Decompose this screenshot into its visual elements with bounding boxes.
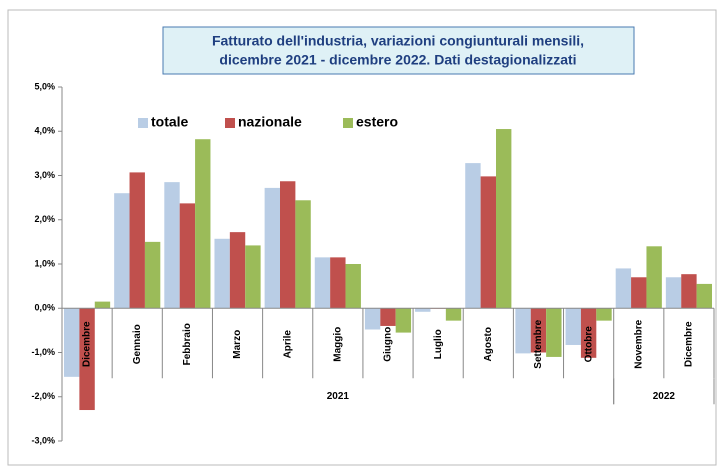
x-tick-label: Aprile: [282, 330, 293, 359]
group-label: 2021: [327, 391, 350, 402]
bar: [496, 129, 512, 309]
bar: [615, 268, 632, 309]
y-tick-label: 2,0%: [34, 214, 55, 224]
y-tick-label: 1,0%: [34, 258, 55, 268]
bar: [415, 308, 431, 312]
bar: [214, 238, 230, 309]
legend-label: estero: [356, 114, 398, 130]
bar: [345, 264, 361, 309]
x-tick-label: Agosto: [483, 327, 494, 361]
group-label: 2022: [653, 391, 676, 402]
bar: [94, 301, 111, 309]
bar: [515, 308, 531, 354]
bar: [364, 308, 381, 330]
legend-swatch: [138, 118, 148, 128]
bar: [144, 241, 161, 309]
bar: [530, 308, 547, 353]
bar: [480, 176, 496, 309]
bar: [380, 308, 396, 326]
y-tick-label: 4,0%: [34, 126, 55, 136]
title-box: [162, 26, 635, 75]
bar: [596, 308, 612, 321]
legend-swatch: [343, 118, 353, 128]
legend-label: nazionale: [238, 114, 302, 130]
bar: [395, 308, 412, 333]
bar: [179, 203, 196, 309]
x-tick-label: Ottobre: [583, 326, 594, 363]
y-tick-label: -2,0%: [31, 391, 55, 401]
bar: [129, 172, 145, 309]
bar: [330, 257, 346, 309]
x-tick-label: Gennaio: [132, 324, 143, 364]
bar: [580, 308, 597, 358]
x-tick-label: Dicembre: [684, 321, 695, 367]
y-tick-label: 3,0%: [34, 170, 55, 180]
bar: [64, 308, 80, 377]
bar: [79, 308, 95, 411]
bar: [681, 274, 697, 309]
y-tick-label: 5,0%: [34, 81, 55, 91]
bar: [114, 193, 130, 309]
x-tick-label: Marzo: [232, 330, 243, 359]
bar: [696, 283, 712, 309]
bar: [229, 232, 246, 309]
bar: [195, 139, 211, 309]
chart-title: Fatturato dell'industria, variazioni con…: [212, 33, 584, 49]
x-tick-label: Settembre: [533, 319, 544, 368]
bar: [245, 245, 261, 309]
bar: [631, 277, 647, 309]
bar: [565, 308, 581, 345]
bar: [280, 181, 296, 309]
bar: [264, 187, 280, 309]
x-tick-label: Novembre: [633, 319, 644, 368]
x-tick-label: Luglio: [433, 329, 444, 359]
bar: [164, 182, 180, 309]
chart-title: dicembre 2021 - dicembre 2022. Dati dest…: [219, 52, 576, 68]
bar: [665, 277, 682, 309]
bar: [546, 308, 562, 357]
x-tick-label: Febbraio: [182, 323, 193, 365]
bar: [314, 257, 331, 309]
y-tick-label: -1,0%: [31, 347, 55, 357]
bar: [465, 163, 481, 309]
x-tick-label: Maggio: [332, 327, 343, 362]
bar: [646, 246, 662, 309]
x-tick-label: Dicembre: [82, 321, 93, 367]
x-tick-label: Giugno: [383, 327, 394, 362]
bar: [445, 308, 462, 321]
y-tick-label: -3,0%: [31, 435, 55, 445]
legend-label: totale: [151, 114, 189, 130]
legend-swatch: [225, 118, 235, 128]
bar: [295, 200, 311, 309]
y-tick-label: 0,0%: [34, 303, 55, 313]
